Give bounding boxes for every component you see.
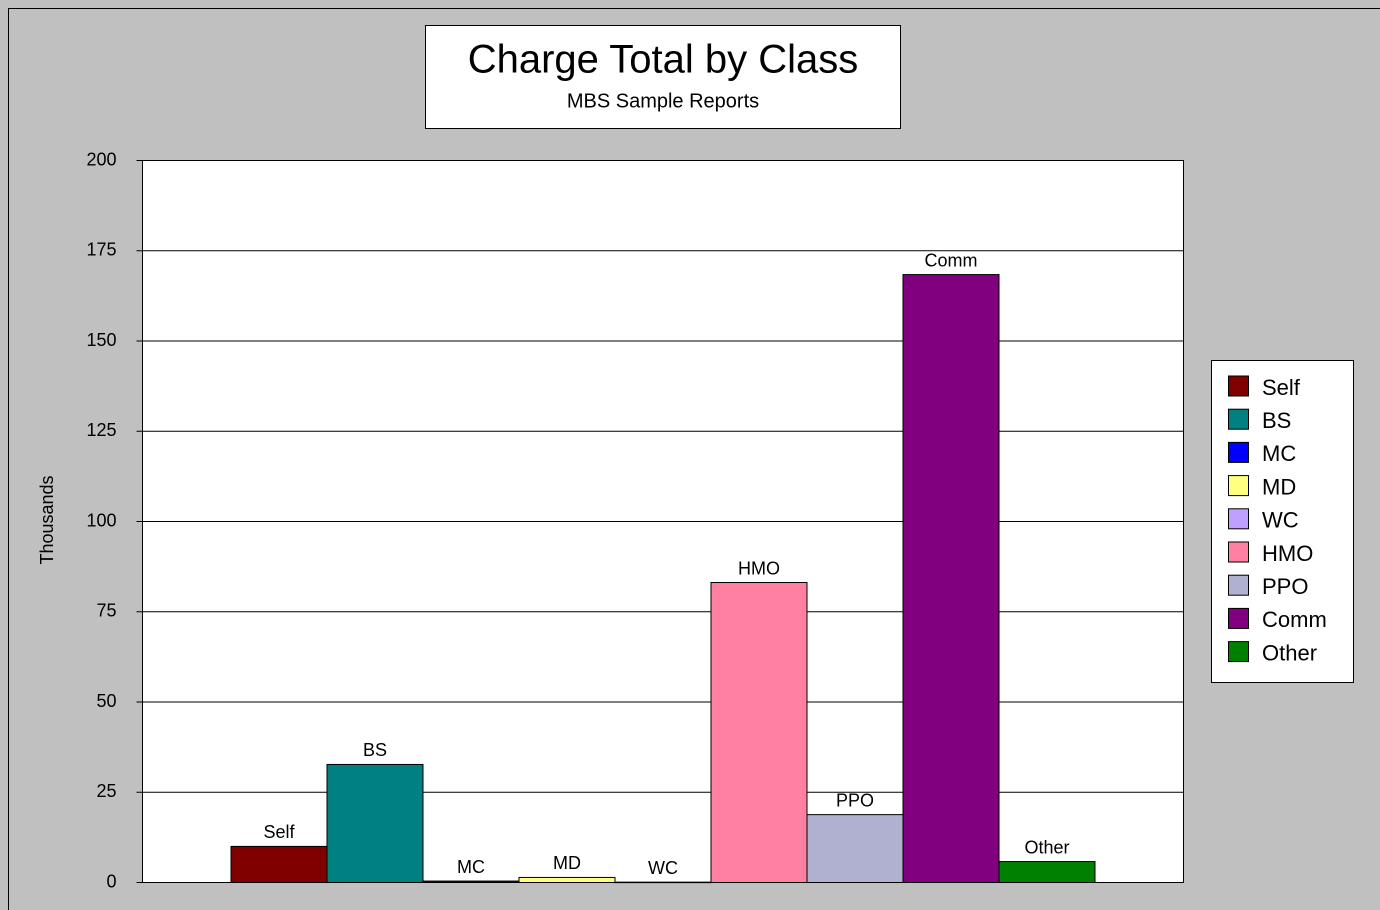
legend-swatch <box>1228 375 1249 397</box>
bar-label: MC <box>457 857 485 877</box>
legend-label: HMO <box>1262 541 1313 566</box>
legend-label: WC <box>1262 508 1299 533</box>
legend-label: MC <box>1262 441 1296 466</box>
bar <box>326 763 424 883</box>
bar-label: MD <box>553 853 581 873</box>
legend-label: Other <box>1262 640 1317 665</box>
bar-label: Comm <box>925 250 978 270</box>
y-tick-label: 0 <box>106 871 116 891</box>
y-tick-label: 75 <box>96 601 116 621</box>
chart-subtitle: MBS Sample Reports <box>567 90 759 112</box>
legend-swatch <box>1228 508 1249 530</box>
legend-label: Comm <box>1262 607 1327 632</box>
legend-label: BS <box>1262 408 1291 433</box>
y-tick-label: 100 <box>86 510 116 530</box>
y-tick-label: 50 <box>96 691 116 711</box>
bar <box>998 861 1096 884</box>
bar-label: PPO <box>836 790 874 810</box>
legend-label: PPO <box>1262 574 1308 599</box>
legend-swatch <box>1228 641 1249 663</box>
y-tick-label: 150 <box>86 330 116 350</box>
y-tick-label: 200 <box>86 149 116 169</box>
bar-label: BS <box>363 740 387 760</box>
legend-swatch <box>1228 475 1249 497</box>
bar <box>518 876 616 883</box>
bar-label: Other <box>1024 837 1069 857</box>
y-axis-label: Thousands <box>37 475 57 564</box>
bar <box>902 274 1000 883</box>
legend-swatch <box>1228 574 1249 596</box>
legend-swatch <box>1228 408 1249 430</box>
legend-label: Self <box>1262 375 1301 400</box>
legend-swatch <box>1228 607 1249 629</box>
y-tick-label: 175 <box>86 240 116 260</box>
bar-label: WC <box>648 858 678 878</box>
bar-label: Self <box>263 822 295 842</box>
bar <box>806 814 904 884</box>
bar <box>614 881 712 884</box>
y-tick-label: 125 <box>86 420 116 440</box>
bar <box>230 845 328 884</box>
bar-label: HMO <box>738 558 780 578</box>
legend-swatch <box>1228 441 1249 463</box>
legend-label: MD <box>1262 474 1296 499</box>
title-box <box>425 25 901 129</box>
legend-swatch <box>1228 541 1249 563</box>
y-tick-label: 25 <box>96 781 116 801</box>
bar <box>710 582 808 883</box>
chart-title: Charge Total by Class <box>468 38 859 82</box>
bar <box>422 880 520 884</box>
